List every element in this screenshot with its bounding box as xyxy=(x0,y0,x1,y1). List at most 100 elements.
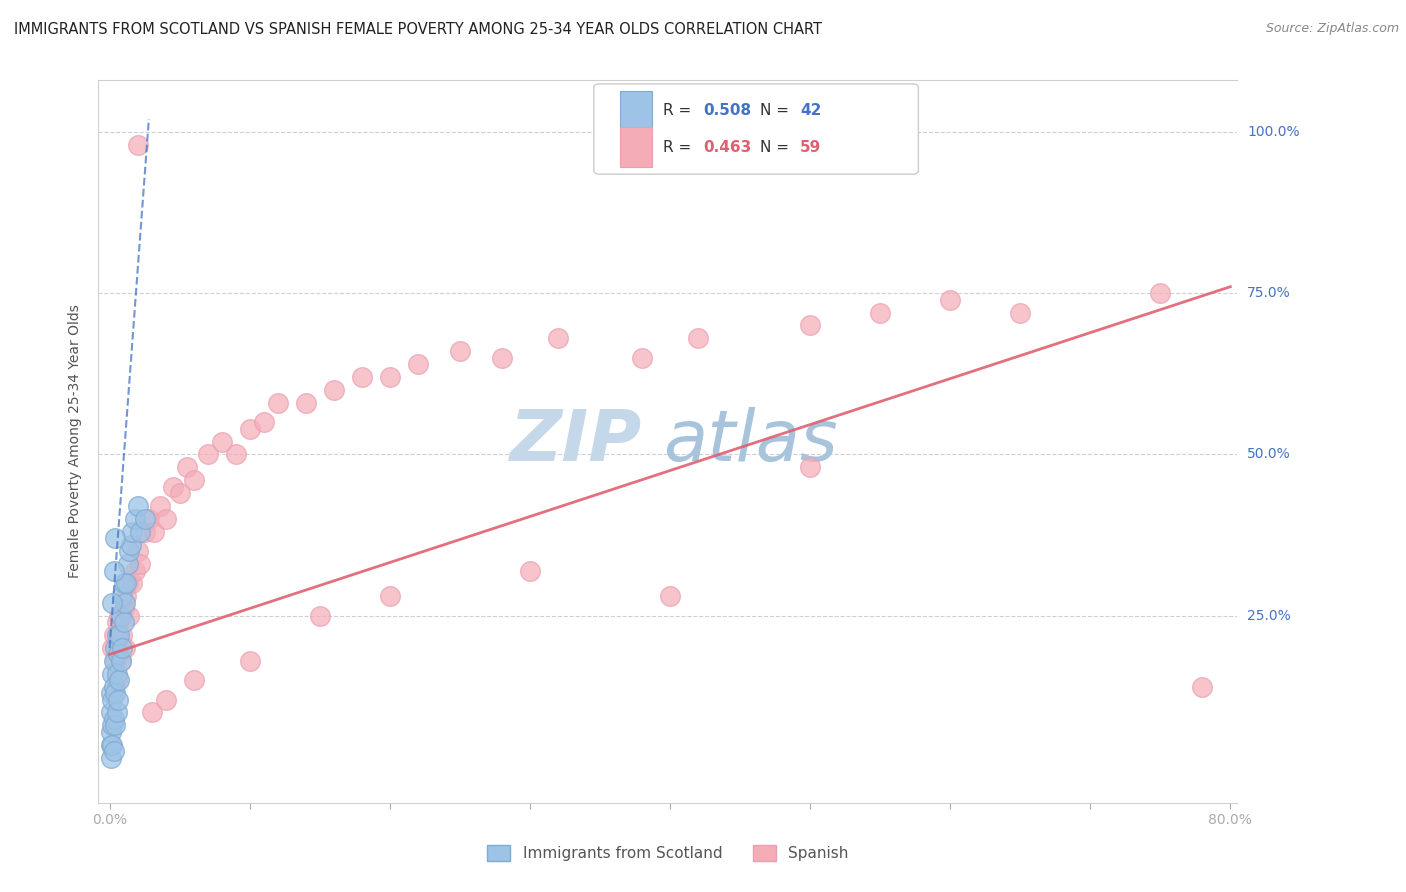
Point xyxy=(105,706,128,720)
Point xyxy=(308,608,330,623)
Point xyxy=(114,596,136,610)
Text: R =: R = xyxy=(664,103,696,119)
Point xyxy=(120,538,142,552)
Point xyxy=(117,557,139,571)
Point xyxy=(111,590,134,604)
Point xyxy=(100,686,122,700)
Point xyxy=(101,640,124,655)
Point xyxy=(197,447,219,461)
Point xyxy=(155,692,177,706)
Text: Source: ZipAtlas.com: Source: ZipAtlas.com xyxy=(1265,22,1399,36)
Text: 100.0%: 100.0% xyxy=(1247,125,1299,139)
Point xyxy=(121,576,143,591)
Point xyxy=(121,524,143,539)
Text: 0.508: 0.508 xyxy=(703,103,751,119)
Point xyxy=(100,706,122,720)
Point xyxy=(110,654,132,668)
FancyBboxPatch shape xyxy=(620,91,652,130)
Point xyxy=(869,305,891,319)
Point xyxy=(155,512,177,526)
Point xyxy=(101,596,124,610)
Point xyxy=(183,473,205,487)
Point xyxy=(129,524,152,539)
Point xyxy=(103,628,125,642)
Point xyxy=(547,331,569,345)
Point xyxy=(686,331,709,345)
Point xyxy=(114,640,136,655)
Point xyxy=(103,712,125,726)
Point xyxy=(104,686,127,700)
Point xyxy=(129,557,152,571)
Point xyxy=(169,486,191,500)
Point xyxy=(104,654,127,668)
Point xyxy=(110,608,132,623)
Point xyxy=(107,640,129,655)
Text: N =: N = xyxy=(761,103,794,119)
Point xyxy=(225,447,247,461)
Point xyxy=(103,680,125,694)
Point xyxy=(519,564,541,578)
Point xyxy=(105,666,128,681)
Point xyxy=(112,576,135,591)
Point xyxy=(127,499,149,513)
Point xyxy=(176,460,198,475)
Point xyxy=(127,544,149,558)
Point xyxy=(138,512,160,526)
Point xyxy=(108,608,131,623)
Point xyxy=(107,692,129,706)
Point xyxy=(115,590,138,604)
Point xyxy=(631,351,654,365)
FancyBboxPatch shape xyxy=(593,84,918,174)
Point xyxy=(100,724,122,739)
Point xyxy=(101,666,124,681)
Point xyxy=(134,512,156,526)
Text: ZIP: ZIP xyxy=(510,407,643,476)
Point xyxy=(211,434,233,449)
Point xyxy=(141,706,163,720)
Point xyxy=(322,383,344,397)
Point xyxy=(134,524,156,539)
Point xyxy=(105,615,128,630)
Point xyxy=(117,576,139,591)
Point xyxy=(100,750,122,764)
Point xyxy=(112,615,135,630)
Point xyxy=(100,738,122,752)
Text: atlas: atlas xyxy=(664,407,838,476)
Point xyxy=(118,608,141,623)
Point xyxy=(449,344,471,359)
Point xyxy=(162,480,184,494)
Point xyxy=(239,654,262,668)
Point xyxy=(658,590,681,604)
Text: N =: N = xyxy=(761,140,794,155)
Text: 75.0%: 75.0% xyxy=(1247,286,1291,301)
Point xyxy=(104,718,127,732)
Point xyxy=(105,628,128,642)
Point xyxy=(115,576,138,591)
Point xyxy=(108,628,131,642)
Text: 25.0%: 25.0% xyxy=(1247,608,1291,623)
Point xyxy=(111,640,134,655)
Point xyxy=(104,531,127,545)
Text: IMMIGRANTS FROM SCOTLAND VS SPANISH FEMALE POVERTY AMONG 25-34 YEAR OLDS CORRELA: IMMIGRANTS FROM SCOTLAND VS SPANISH FEMA… xyxy=(14,22,823,37)
Point xyxy=(1010,305,1032,319)
Point xyxy=(143,524,166,539)
Point xyxy=(118,544,141,558)
Text: 42: 42 xyxy=(800,103,821,119)
Point xyxy=(239,422,262,436)
Point xyxy=(124,512,146,526)
Point xyxy=(124,564,146,578)
Point xyxy=(105,673,128,688)
Point xyxy=(112,602,135,616)
Point xyxy=(294,396,316,410)
Point xyxy=(267,396,290,410)
Point xyxy=(127,137,149,152)
Point xyxy=(1149,286,1171,301)
Text: 50.0%: 50.0% xyxy=(1247,448,1291,461)
Point xyxy=(107,648,129,662)
Point xyxy=(1191,680,1213,694)
Legend: Immigrants from Scotland, Spanish: Immigrants from Scotland, Spanish xyxy=(481,839,855,867)
Point xyxy=(103,654,125,668)
Point xyxy=(183,673,205,688)
Point xyxy=(103,744,125,758)
Point xyxy=(110,654,132,668)
